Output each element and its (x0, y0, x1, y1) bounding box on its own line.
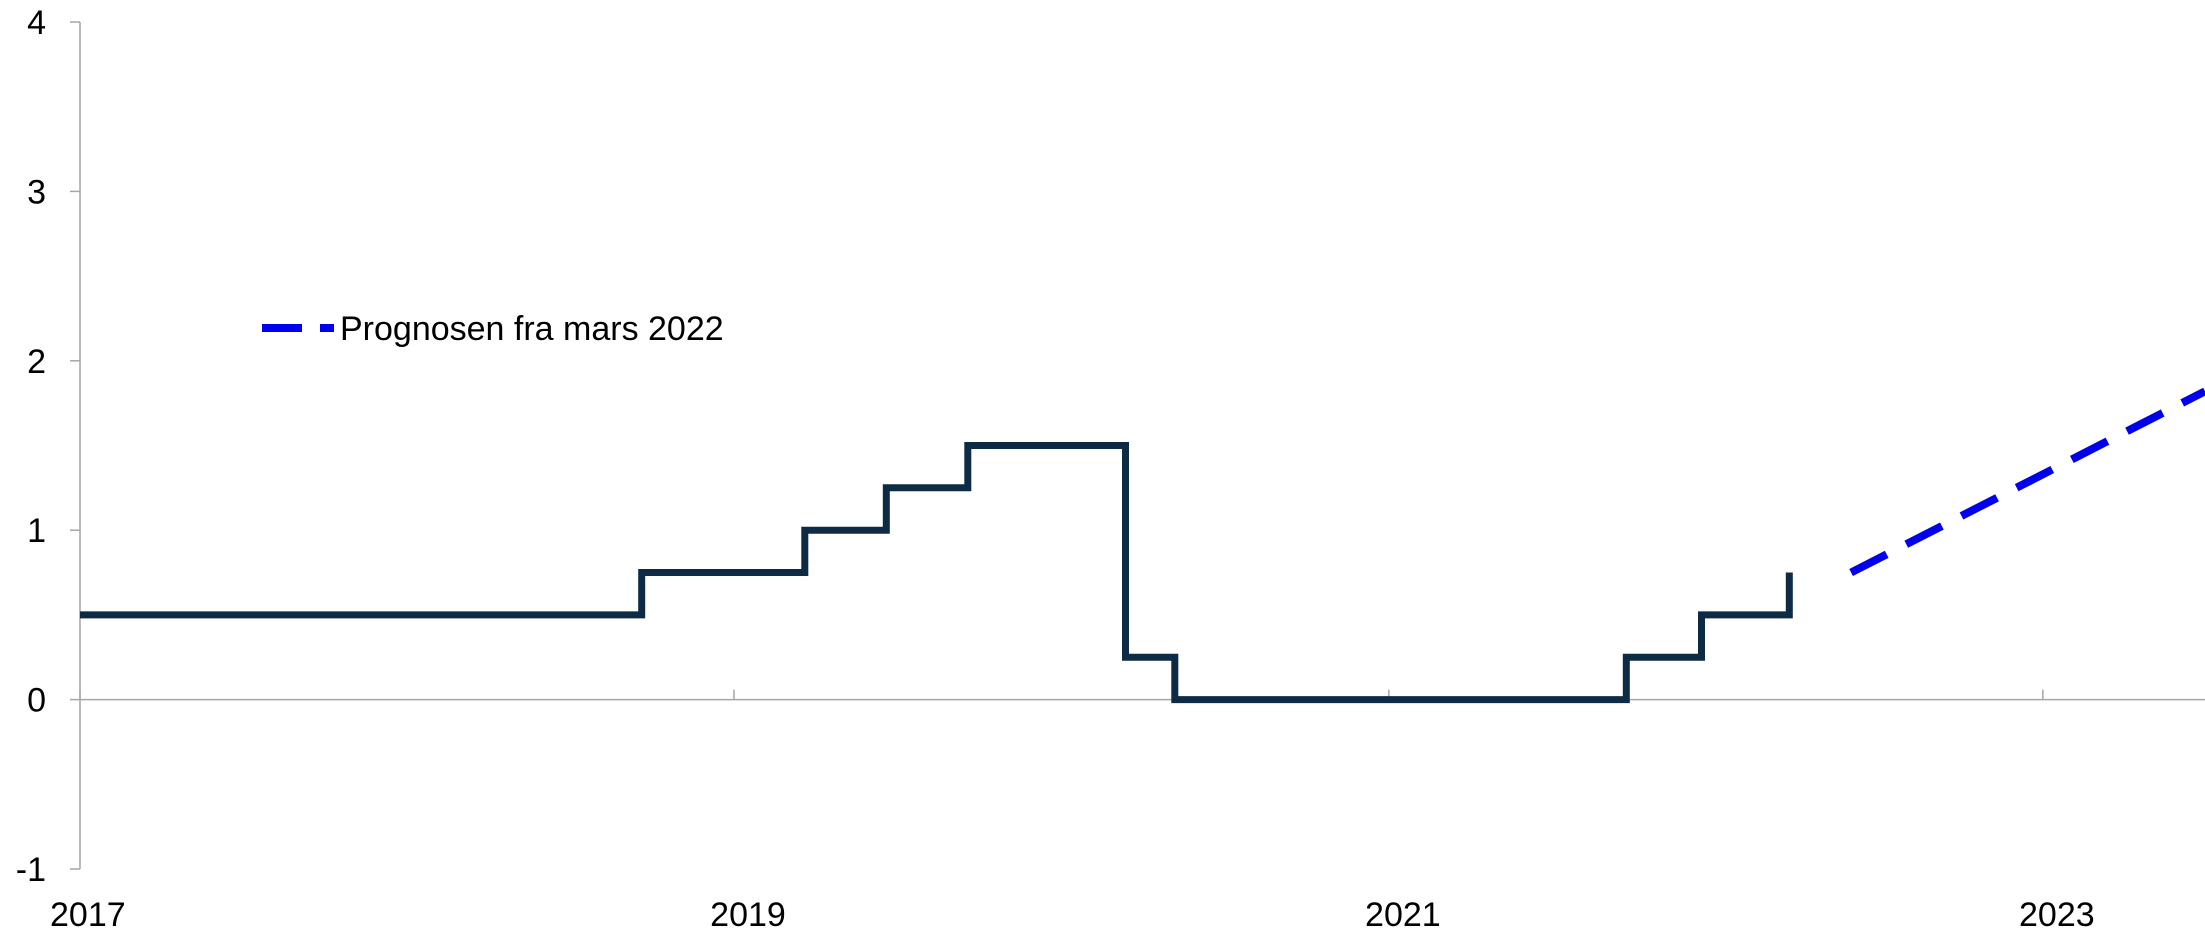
axes (70, 21, 2205, 870)
tick-labels: -1 0 1 2 3 4 2017 2019 2021 2023 (16, 4, 2095, 931)
y-tick-label: 1 (27, 512, 46, 550)
series-group (80, 387, 2205, 704)
x-tick-label: 2021 (1365, 896, 1441, 931)
y-tick-label: -1 (16, 851, 46, 889)
legend: Prognosen fra mars 2022 (262, 310, 724, 348)
legend-label: Prognosen fra mars 2022 (340, 310, 724, 348)
x-tick-label: 2019 (710, 896, 786, 931)
y-tick-label: 3 (27, 173, 46, 211)
y-tick-label: 0 (27, 682, 46, 720)
forecast-series-line (1849, 387, 2205, 577)
x-tick-label: 2017 (50, 896, 126, 931)
policy-rate-series-line (80, 442, 1793, 704)
y-tick-label: 2 (27, 343, 46, 381)
x-tick-label: 2023 (2019, 896, 2095, 931)
y-tick-label: 4 (27, 4, 46, 42)
